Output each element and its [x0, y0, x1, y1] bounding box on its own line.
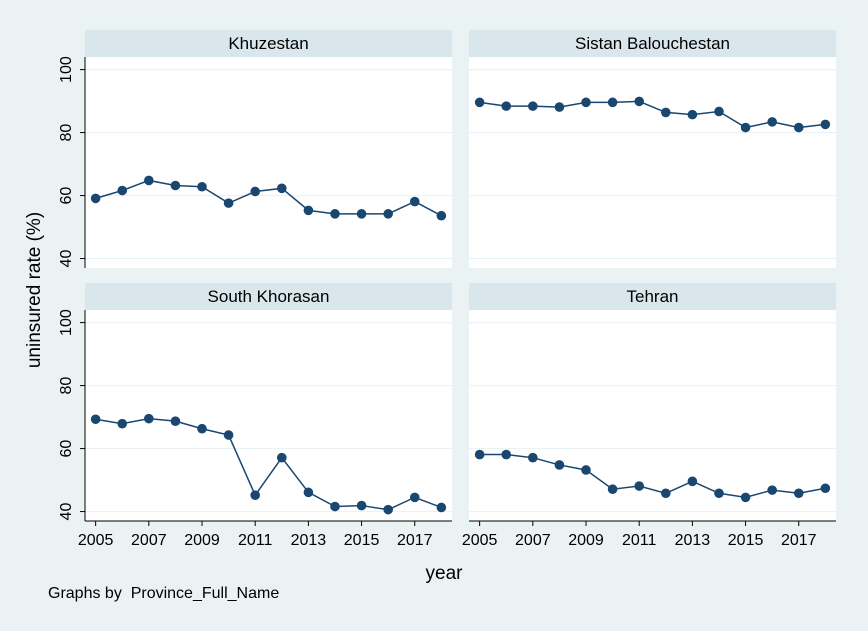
panel-strip-khuzestan	[85, 30, 452, 57]
data-point-tehran-2009	[581, 465, 591, 475]
x-tick-label-south-khorasan-2009: 2009	[184, 532, 220, 549]
y-tick-label-south-khorasan-100: 100	[58, 309, 75, 336]
data-point-south-khorasan-2009	[197, 423, 207, 434]
x-tick-label-tehran-2017: 2017	[781, 532, 817, 549]
y-tick-label-khuzestan-100: 100	[58, 56, 75, 83]
data-point-south-khorasan-2014	[330, 501, 340, 512]
data-point-south-khorasan-2005	[90, 414, 101, 425]
panel-title-khuzestan: Khuzestan	[228, 34, 308, 53]
data-point-khuzestan-2011	[250, 186, 261, 197]
data-point-south-khorasan-2018	[436, 502, 447, 513]
data-point-tehran-2016	[767, 485, 777, 495]
x-tick-label-tehran-2007: 2007	[515, 532, 551, 549]
data-point-south-khorasan-2007	[144, 413, 154, 424]
data-point-khuzestan-2017	[409, 196, 420, 207]
data-point-sistan-balouchestan-2006	[501, 101, 512, 111]
data-point-south-khorasan-2013	[303, 487, 314, 498]
data-point-khuzestan-2013	[303, 205, 314, 216]
data-point-khuzestan-2008	[170, 180, 181, 191]
panel-strip-tehran	[469, 283, 836, 310]
data-point-khuzestan-2012	[276, 183, 287, 194]
x-axis-title: year	[426, 563, 464, 584]
data-point-tehran-2006	[501, 449, 512, 460]
data-point-tehran-2010	[607, 484, 618, 494]
data-point-sistan-balouchestan-2013	[687, 109, 698, 120]
data-point-tehran-2005	[474, 449, 485, 460]
y-tick-label-khuzestan-40: 40	[58, 250, 75, 268]
x-tick-label-tehran-2005: 2005	[462, 532, 498, 549]
panel-plot-area-khuzestan	[85, 57, 452, 268]
data-point-tehran-2017	[793, 488, 804, 499]
panel-strip-south-khorasan	[85, 283, 452, 310]
data-point-sistan-balouchestan-2008	[554, 102, 565, 112]
x-tick-label-tehran-2011: 2011	[622, 532, 657, 549]
data-point-tehran-2018	[820, 483, 831, 494]
x-tick-label-south-khorasan-2013: 2013	[291, 532, 327, 549]
x-tick-label-south-khorasan-2011: 2011	[238, 532, 273, 549]
y-tick-label-khuzestan-80: 80	[58, 124, 75, 142]
data-point-khuzestan-2016	[383, 209, 393, 219]
y-tick-label-south-khorasan-80: 80	[58, 377, 75, 395]
data-point-khuzestan-2014	[330, 209, 340, 219]
data-point-khuzestan-2006	[117, 185, 128, 196]
data-point-sistan-balouchestan-2010	[607, 97, 618, 108]
y-axis-title: uninsured rate (%)	[24, 212, 45, 368]
y-tick-label-khuzestan-60: 60	[58, 187, 75, 205]
x-tick-label-south-khorasan-2015: 2015	[344, 532, 380, 549]
data-point-south-khorasan-2006	[117, 418, 128, 429]
data-point-sistan-balouchestan-2011	[634, 96, 645, 107]
data-point-sistan-balouchestan-2018	[820, 119, 831, 130]
data-point-south-khorasan-2008	[170, 416, 181, 426]
data-point-tehran-2015	[740, 492, 751, 503]
data-point-tehran-2014	[714, 488, 724, 499]
data-point-khuzestan-2009	[197, 181, 207, 192]
data-point-sistan-balouchestan-2007	[528, 101, 538, 111]
panel-title-tehran: Tehran	[627, 287, 679, 306]
data-point-tehran-2011	[634, 481, 645, 491]
data-point-south-khorasan-2012	[276, 452, 287, 463]
data-point-khuzestan-2007	[144, 175, 154, 186]
y-tick-label-south-khorasan-60: 60	[58, 440, 75, 458]
panel-title-sistan-balouchestan: Sistan Balouchestan	[575, 34, 730, 53]
data-point-khuzestan-2015	[356, 209, 367, 219]
data-point-south-khorasan-2015	[356, 500, 367, 511]
y-tick-label-south-khorasan-40: 40	[58, 503, 75, 521]
panel-plot-area-sistan-balouchestan	[469, 57, 836, 268]
panel-plot-area-south-khorasan	[85, 310, 452, 521]
data-point-khuzestan-2018	[436, 210, 447, 221]
x-tick-label-tehran-2009: 2009	[568, 532, 604, 549]
data-point-sistan-balouchestan-2014	[714, 106, 724, 117]
x-tick-label-south-khorasan-2017: 2017	[397, 532, 433, 549]
data-point-sistan-balouchestan-2016	[767, 117, 777, 127]
data-point-sistan-balouchestan-2017	[793, 122, 804, 133]
data-point-sistan-balouchestan-2015	[740, 122, 751, 133]
data-point-tehran-2008	[554, 460, 565, 470]
data-point-tehran-2007	[528, 452, 538, 463]
x-tick-label-tehran-2013: 2013	[675, 532, 711, 549]
data-point-south-khorasan-2010	[223, 430, 234, 440]
data-point-sistan-balouchestan-2009	[581, 97, 591, 108]
data-point-sistan-balouchestan-2005	[474, 97, 485, 108]
x-tick-label-tehran-2015: 2015	[728, 532, 764, 549]
data-point-sistan-balouchestan-2012	[660, 107, 671, 118]
data-point-south-khorasan-2017	[409, 492, 420, 503]
x-tick-label-south-khorasan-2005: 2005	[78, 532, 114, 549]
data-point-khuzestan-2005	[90, 193, 101, 204]
data-point-south-khorasan-2011	[250, 490, 261, 500]
data-point-tehran-2013	[687, 476, 698, 487]
data-point-tehran-2012	[660, 488, 671, 499]
x-tick-label-south-khorasan-2007: 2007	[131, 532, 167, 549]
panel-title-south-khorasan: South Khorasan	[208, 287, 330, 306]
panel-plot-area-tehran	[469, 310, 836, 521]
panel-strip-sistan-balouchestan	[469, 30, 836, 57]
data-point-south-khorasan-2016	[383, 504, 393, 515]
data-point-khuzestan-2010	[223, 198, 234, 208]
graphs-by-note: Graphs by Province_Full_Name	[48, 585, 280, 602]
